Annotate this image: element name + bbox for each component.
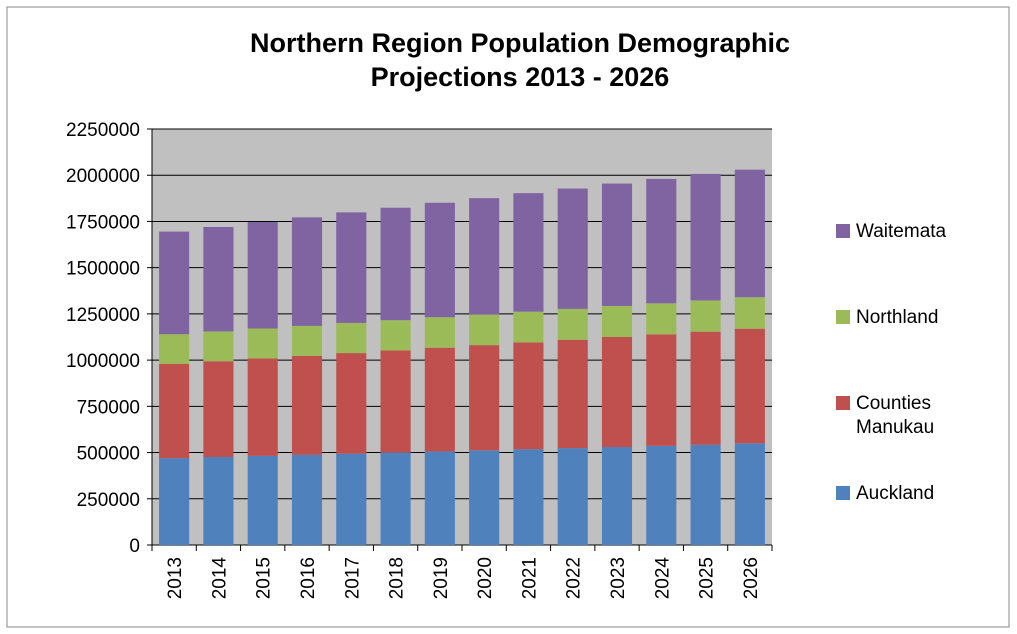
y-tick-label: 250000 (77, 490, 140, 511)
plot-area (152, 129, 772, 545)
x-tick-label: 2023 (608, 557, 629, 599)
chart-title: Northern Region Population Demographic Pr… (250, 28, 790, 92)
bar-segment (159, 231, 190, 335)
bar-segment (557, 308, 588, 340)
legend-label: Waitemata (856, 221, 947, 242)
bar-segment (203, 456, 234, 545)
bar-segment (380, 207, 411, 321)
bar-segment (557, 339, 588, 449)
bar-segment (734, 443, 765, 545)
bar-segment (601, 305, 633, 337)
x-tick-label: 2014 (209, 557, 230, 600)
bar-segment (203, 331, 234, 362)
bar-segment (601, 183, 633, 306)
bar-segment (690, 444, 721, 545)
x-tick-label: 2022 (564, 557, 585, 599)
bar-segment (380, 320, 411, 351)
legend-label: Auckland (856, 483, 935, 504)
y-tick-label: 500000 (77, 444, 140, 465)
x-tick-label: 2016 (298, 557, 319, 599)
x-tick-label: 2024 (652, 557, 673, 600)
x-tick-label: 2019 (431, 557, 452, 599)
x-tick-label: 2018 (387, 557, 408, 599)
bar-segment (513, 342, 544, 450)
bar-segment (513, 449, 544, 545)
legend-swatch (836, 396, 850, 410)
bar-segment (513, 311, 544, 343)
x-tick-label: 2015 (254, 557, 275, 599)
bar-segment (291, 217, 323, 326)
bar-segment (557, 448, 588, 545)
legend-item: Waitemata (836, 220, 966, 244)
bar-segment (690, 173, 721, 301)
bar-segment (690, 300, 721, 332)
bar-segment (380, 452, 411, 545)
legend-swatch (836, 310, 850, 324)
bar-segment (424, 347, 455, 452)
bar-segment (336, 212, 367, 323)
bar-segment (734, 297, 765, 329)
legend-label: Northland (856, 307, 939, 328)
bar-segment (159, 334, 190, 364)
bar-segment (734, 328, 765, 444)
bar-segment (557, 188, 588, 309)
y-tick-label: 1750000 (66, 212, 140, 233)
legend-swatch (836, 224, 850, 238)
x-tick-label: 2017 (342, 557, 363, 599)
bar-segment (424, 202, 455, 318)
legend: Waitemata Northland Counties Manukau Auckla… (836, 0, 1006, 634)
bar-segment (469, 198, 500, 315)
x-tick-label: 2025 (697, 557, 718, 599)
bar-segment (336, 322, 367, 354)
x-tick-label: 2020 (475, 557, 496, 599)
bar-segment (203, 361, 234, 457)
y-tick-label: 1250000 (66, 305, 140, 326)
x-tick-label: 2021 (519, 557, 540, 599)
bar-segment (247, 455, 278, 545)
bar-segment (247, 221, 278, 329)
y-tick-label: 750000 (77, 397, 140, 418)
bar-segment (646, 178, 677, 304)
bar-segment (424, 317, 455, 348)
legend-swatch (836, 486, 850, 500)
bar-segment (469, 450, 500, 545)
bar-segment (247, 358, 278, 456)
bar-segment (646, 303, 677, 335)
x-tick-label: 2026 (741, 557, 762, 599)
bar-segment (291, 355, 323, 455)
bar-segment (291, 325, 323, 356)
bar-segment (336, 353, 367, 454)
y-tick-label: 2250000 (66, 120, 140, 141)
bar-segment (424, 451, 455, 545)
bar-segment (646, 334, 677, 446)
legend-item: Counties Manukau (836, 392, 966, 440)
bar-segment (469, 345, 500, 451)
legend-label: Counties Manukau (856, 393, 935, 438)
bar-segment (513, 193, 544, 312)
y-tick-label: 0 (129, 536, 140, 557)
bar-segment (690, 331, 721, 445)
bar-segment (291, 454, 323, 545)
legend-item: Northland (836, 306, 966, 330)
y-tick-label: 1000000 (66, 351, 140, 372)
legend-item: Auckland (836, 482, 966, 506)
bar-segment (380, 350, 411, 453)
bar-segment (336, 453, 367, 545)
bar-segment (159, 363, 190, 459)
bar-segment (247, 328, 278, 359)
bar-segment (159, 458, 190, 545)
bar-segment (601, 337, 633, 448)
bar-segment (203, 226, 234, 332)
bar-segment (601, 447, 633, 545)
bar-segment (734, 169, 765, 298)
x-tick-label: 2013 (165, 557, 186, 599)
y-tick-label: 2000000 (66, 166, 140, 187)
y-tick-label: 1500000 (66, 259, 140, 280)
bar-segment (469, 314, 500, 346)
bar-segment (646, 445, 677, 545)
